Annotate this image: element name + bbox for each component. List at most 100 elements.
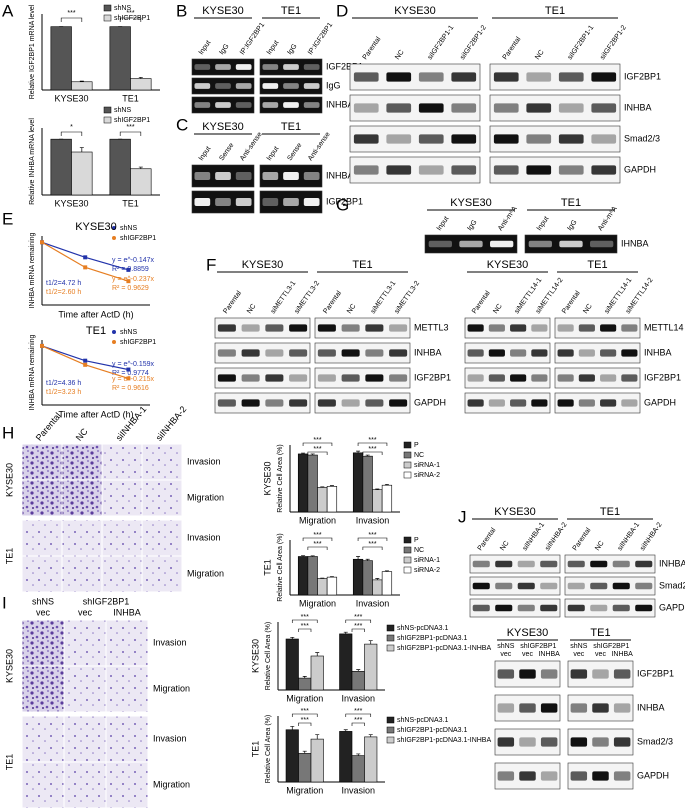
micrograph xyxy=(106,716,148,762)
micrograph xyxy=(22,762,64,808)
bar xyxy=(285,638,299,691)
blot-band xyxy=(558,103,584,113)
blot-band xyxy=(386,165,412,175)
blot-band xyxy=(467,349,484,357)
blot-band xyxy=(531,349,548,357)
blot-row-label: IGF2BP1 xyxy=(637,668,674,678)
legend-label: shNS-pcDNA3.1 xyxy=(397,625,448,632)
data-point xyxy=(83,362,88,367)
micrograph xyxy=(64,620,106,666)
data-point xyxy=(40,343,44,348)
blot-group-title: KYSE30 xyxy=(507,627,549,639)
legend-swatch xyxy=(403,536,412,544)
legend-label: siRNA-1 xyxy=(414,557,440,564)
error-bar xyxy=(375,488,380,490)
equation: y = e^-0.215x xyxy=(112,376,155,383)
chart-title: TE1 xyxy=(86,325,106,337)
x-tick-label: TE1 xyxy=(122,198,139,208)
significance-label: *** xyxy=(313,437,321,444)
blot-band xyxy=(289,399,308,407)
lane-label: NC xyxy=(394,49,406,61)
blot-band xyxy=(613,669,631,679)
blot-subtitle: shIGF2BP1 xyxy=(520,643,556,650)
error-bar xyxy=(365,558,370,561)
bar xyxy=(381,484,393,513)
legend-label: shIGF2BP1 xyxy=(114,117,150,124)
micrograph xyxy=(102,556,142,592)
significance-label: *** xyxy=(354,623,362,630)
legend-swatch xyxy=(403,546,412,554)
blot-band xyxy=(578,349,595,357)
significance-bracket xyxy=(362,546,383,550)
micrograph xyxy=(102,520,142,556)
lane-label: vec xyxy=(522,651,533,658)
micrograph xyxy=(142,480,182,516)
blot-band xyxy=(389,349,408,357)
blot-band xyxy=(389,324,408,332)
half-life: t1/2=4.72 h xyxy=(46,280,81,287)
blot-band xyxy=(365,399,384,407)
blot-band xyxy=(283,83,299,89)
blot-band xyxy=(365,324,384,332)
blot-band xyxy=(303,172,320,180)
blot-row-label: GAPDH xyxy=(414,397,446,407)
blot-band xyxy=(592,703,609,713)
chart-title: KYSE30 xyxy=(262,461,272,495)
blot-band xyxy=(570,771,588,781)
blot-row-label: IGF2BP1 xyxy=(624,71,661,81)
image-column-label: vec xyxy=(36,607,51,617)
blot-band xyxy=(389,399,408,407)
lane-label: IgG xyxy=(566,219,578,232)
lane-label: IP:IGF2BP1 xyxy=(307,22,334,57)
significance-bracket xyxy=(351,722,365,726)
panel-letter: B xyxy=(176,1,187,20)
assay-label: Migration xyxy=(187,492,224,502)
lane-label: Anti-m⁶A xyxy=(597,205,619,232)
significance-bracket xyxy=(291,619,318,623)
error-bar xyxy=(302,750,307,754)
error-bar xyxy=(384,483,389,486)
blot-band xyxy=(591,72,617,82)
blot-band xyxy=(567,604,585,612)
error-bar xyxy=(79,80,84,82)
blot-strip xyxy=(564,598,656,618)
error-bar xyxy=(368,734,373,737)
blot-band xyxy=(241,349,260,357)
bar xyxy=(71,151,93,196)
blot-band xyxy=(472,560,490,568)
blot-band xyxy=(519,669,536,679)
bar xyxy=(130,168,152,196)
blot-band xyxy=(265,374,284,382)
error-bar xyxy=(320,486,325,488)
blot-group-title: KYSE30 xyxy=(487,259,529,271)
half-life: t1/2=3.23 h xyxy=(46,389,81,396)
blot-band xyxy=(621,399,638,407)
blot-band xyxy=(510,374,527,382)
significance-label: *** xyxy=(354,614,362,621)
blot-strip xyxy=(314,317,411,339)
blot-band xyxy=(389,374,408,382)
blot-band xyxy=(303,64,320,70)
blot-band xyxy=(559,240,583,248)
error-bar xyxy=(310,453,315,456)
blot-band xyxy=(567,560,585,568)
micrograph xyxy=(106,666,148,712)
lane-label: vec xyxy=(573,651,584,658)
blot-band xyxy=(493,103,519,113)
legend-label: shNS xyxy=(120,329,137,336)
significance-label: *** xyxy=(354,717,362,724)
blot-band xyxy=(217,349,236,357)
lane-label: siIGF2BP1-2 xyxy=(459,24,488,61)
micrograph xyxy=(64,716,106,762)
panel-letter: D xyxy=(336,1,348,20)
blot-group-title: TE1 xyxy=(587,259,607,271)
blot-band xyxy=(557,324,574,332)
blot-strip xyxy=(314,367,411,389)
y-axis-label: Relative INHBA mRNA level xyxy=(29,118,36,205)
blot-band xyxy=(557,349,574,357)
significance-bracket xyxy=(351,628,365,632)
blot-band xyxy=(621,374,638,382)
blot-strip xyxy=(564,554,656,574)
micrograph xyxy=(106,620,148,666)
blot-band xyxy=(488,349,505,357)
